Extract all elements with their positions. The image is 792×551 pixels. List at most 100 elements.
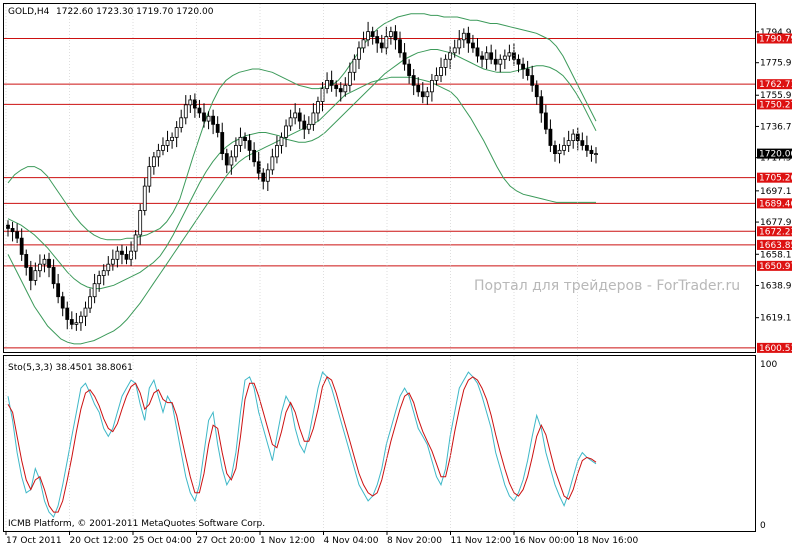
candle-body (74, 322, 79, 325)
horizontal-levels (4, 37, 755, 349)
candle-body (553, 145, 557, 155)
candle-body (388, 31, 393, 37)
candle-body (502, 55, 507, 60)
header-symbol: GOLD,H4 (8, 7, 50, 17)
candle-body (352, 58, 357, 73)
level-label-bg (757, 260, 792, 271)
level-label-bg (757, 226, 792, 237)
candle-body (10, 228, 15, 233)
candle-body (457, 39, 462, 49)
candle-body (211, 115, 216, 125)
indicator-panel-frame (3, 355, 756, 532)
candle-body (270, 156, 275, 171)
candle-body (51, 267, 56, 285)
candle-body (151, 156, 156, 168)
candle-body (60, 296, 65, 309)
indicator-scale-top: 100 (760, 360, 777, 370)
candle-body (88, 296, 92, 309)
candle-body (256, 161, 261, 174)
candle-body (416, 84, 421, 93)
candlesticks (6, 21, 598, 331)
candle-body (115, 250, 120, 260)
candle-body (484, 52, 489, 60)
candle-body (525, 68, 530, 76)
stochastic-lines (7, 371, 597, 518)
candle-body (79, 315, 83, 324)
candle-body (589, 149, 594, 155)
level-label: 1705.20 (759, 174, 792, 184)
candle-body (311, 112, 316, 125)
candle-body (297, 112, 302, 122)
time-label: 17 Oct 2011 (6, 536, 62, 546)
time-label: 27 Oct 20:00 (197, 536, 256, 546)
candle-body (471, 42, 475, 49)
level-label-bg (757, 79, 792, 90)
time-label: 1 Nov 12:00 (260, 536, 315, 546)
candle-body (439, 67, 443, 76)
candle-body (548, 128, 553, 146)
candle-body (42, 258, 47, 265)
candle-body (475, 47, 480, 57)
candle-body (293, 112, 298, 119)
candle-body (407, 63, 412, 76)
candle-body (69, 319, 74, 325)
candle-body (101, 270, 106, 276)
level-label-bg (757, 239, 792, 250)
level-label: 1750.27 (759, 100, 792, 110)
level-label: 1663.85 (759, 241, 792, 251)
candle-body (24, 254, 29, 268)
candle-body (357, 47, 361, 60)
candle-body (202, 112, 206, 122)
candle-body (220, 132, 225, 155)
candle-body (120, 250, 124, 255)
level-label-bg (757, 172, 792, 183)
candle-body (521, 63, 525, 70)
candle-body (19, 237, 24, 255)
price-tick-label: 1775.90 (760, 59, 792, 69)
indicator-scale-bottom: 0 (760, 521, 766, 531)
candle-body (571, 133, 576, 141)
candle-body (543, 112, 548, 130)
candle-body (325, 80, 329, 89)
candle-body (425, 91, 430, 98)
bollinger-bands (7, 13, 597, 345)
candle-body (539, 96, 544, 114)
candle-body (252, 149, 257, 163)
time-label: 8 Nov 20:00 (387, 536, 442, 546)
candle-body (480, 55, 484, 60)
candle-body (238, 136, 243, 146)
candle-body (129, 250, 133, 260)
candle-body (165, 140, 170, 146)
candle-body (443, 58, 448, 68)
level-labels: 1790.79 1762.71 1750.27 1705.20 1689.40 1672.… (757, 33, 792, 354)
candle-body (156, 149, 161, 158)
current-price-bg (757, 148, 792, 159)
candle-body (398, 39, 402, 54)
candle-body (575, 133, 580, 141)
candle-body (434, 75, 439, 81)
candle-body (179, 117, 184, 128)
candle-body (28, 267, 33, 281)
candle-body (188, 99, 193, 106)
time-label: 4 Nov 04:00 (324, 536, 379, 546)
candle-body (420, 91, 425, 98)
candle-body (370, 31, 375, 37)
candle-body (316, 101, 320, 114)
watermark: Портал для трейдеров - ForTrader.ru (474, 278, 740, 294)
time-label: 11 Nov 12:00 (451, 536, 512, 546)
time-label: 20 Oct 12:00 (70, 536, 129, 546)
candle-body (215, 123, 220, 133)
candle-body (507, 52, 512, 57)
candle-body (347, 71, 352, 86)
indicator-label: Sto(5,3,3) 38.4501 38.8061 (8, 363, 133, 373)
stochastic-main (7, 371, 597, 518)
price-tick-label: 1619.10 (760, 314, 792, 324)
candle-body (261, 172, 266, 182)
candle-body (306, 123, 311, 130)
candle-body (224, 153, 229, 166)
candle-body (562, 145, 566, 151)
candle-body (65, 307, 70, 320)
candle-body (329, 80, 334, 86)
